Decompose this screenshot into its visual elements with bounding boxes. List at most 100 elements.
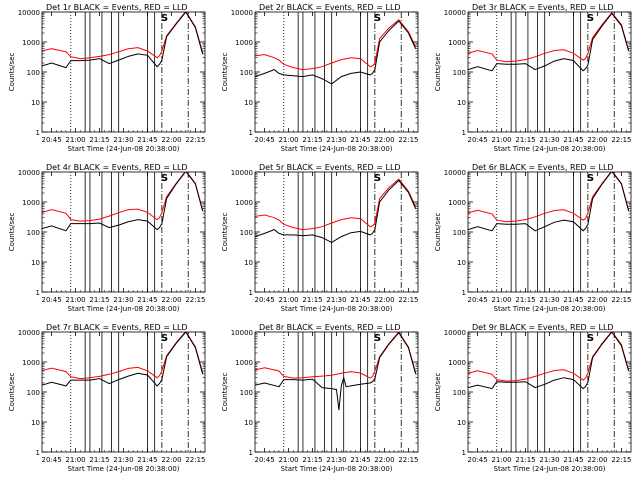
lld-series-line [255,19,417,71]
y-axis-label: Counts/sec [434,53,442,92]
x-tick-label: 21:15 [515,136,535,144]
x-tick-label: 22:15 [611,296,631,304]
panel-marker: S [374,13,381,24]
y-axis-label: Counts/sec [434,373,442,412]
x-tick-label: 21:45 [350,136,370,144]
y-tick-label: 10 [31,99,40,107]
y-tick-label: 10 [31,419,40,427]
y-tick-label: 10000 [444,329,466,337]
x-tick-label: 22:00 [161,456,181,464]
x-tick-label: 22:00 [374,296,394,304]
x-tick-label: 20:45 [467,296,487,304]
plot-frame [467,331,632,453]
x-axis-label: Start Time (24-Jun-08 20:38:00) [68,305,180,313]
y-axis-label: Counts/sec [8,373,16,412]
lld-series-line [42,12,204,60]
x-tick-label: 21:30 [113,296,133,304]
plot-frame [41,11,206,133]
x-axis-label: Start Time (24-Jun-08 20:38:00) [281,145,393,153]
x-tick-label: 21:15 [89,296,109,304]
events-series-line [255,179,417,243]
x-tick-label: 22:00 [161,136,181,144]
lld-series-line [42,172,204,222]
events-series-line [42,172,204,232]
y-tick-label: 100 [240,69,253,77]
y-tick-label: 1000 [235,199,253,207]
events-series-line [42,12,204,69]
y-tick-label: 1000 [22,39,40,47]
x-tick-label: 22:15 [185,136,205,144]
panel-title: Det 8r BLACK = Events, RED = LLD [259,323,401,332]
y-tick-label: 100 [453,229,466,237]
x-tick-label: 21:45 [137,456,157,464]
y-tick-label: 1 [36,449,40,457]
x-tick-label: 22:00 [587,296,607,304]
x-tick-label: 20:45 [467,136,487,144]
y-tick-label: 1000 [22,199,40,207]
y-tick-label: 10 [457,419,466,427]
y-tick-label: 1 [462,129,466,137]
x-tick-label: 21:45 [350,296,370,304]
x-tick-label: 21:00 [65,456,85,464]
y-tick-label: 1000 [22,359,40,367]
panel-title: Det 9r BLACK = Events, RED = LLD [472,323,614,332]
y-tick-label: 10000 [231,329,253,337]
y-tick-label: 1 [462,449,466,457]
x-tick-label: 21:45 [563,456,583,464]
lld-series-line [42,332,204,380]
x-tick-label: 21:00 [278,136,298,144]
y-tick-label: 100 [453,69,466,77]
x-tick-label: 21:30 [539,136,559,144]
x-tick-label: 22:15 [398,296,418,304]
plot-frame [467,171,632,293]
plot-frame [254,11,419,133]
y-tick-label: 10000 [231,9,253,17]
panel-title: Det 7r BLACK = Events, RED = LLD [46,323,188,332]
lld-series-line [468,332,630,382]
panel-marker: S [161,333,168,344]
x-tick-label: 21:15 [302,136,322,144]
y-tick-label: 100 [240,389,253,397]
x-tick-label: 20:45 [467,456,487,464]
x-tick-label: 20:45 [41,456,61,464]
plot-frame [467,11,632,133]
x-tick-label: 22:15 [185,296,205,304]
x-tick-label: 22:15 [185,456,205,464]
x-tick-label: 22:00 [374,456,394,464]
y-tick-label: 10 [31,259,40,267]
x-tick-label: 21:45 [137,296,157,304]
plot-frame [41,331,206,453]
x-tick-label: 22:00 [587,456,607,464]
x-tick-label: 21:15 [515,456,535,464]
x-axis-label: Start Time (24-Jun-08 20:38:00) [494,465,606,473]
x-tick-label: 21:15 [89,456,109,464]
y-axis-label: Counts/sec [221,53,229,92]
x-tick-label: 20:45 [41,136,61,144]
x-tick-label: 21:15 [89,136,109,144]
x-tick-label: 20:45 [254,456,274,464]
x-tick-label: 21:45 [563,136,583,144]
y-axis-label: Counts/sec [221,213,229,252]
y-tick-label: 10000 [18,329,40,337]
x-tick-label: 22:15 [398,136,418,144]
x-tick-label: 22:00 [587,136,607,144]
y-tick-label: 10000 [231,169,253,177]
plot-frame [41,171,206,293]
x-tick-label: 21:30 [326,136,346,144]
y-tick-label: 10000 [444,9,466,17]
x-tick-label: 21:15 [302,456,322,464]
y-tick-label: 100 [240,229,253,237]
events-series-line [42,332,204,387]
panel-title: Det 3r BLACK = Events, RED = LLD [472,3,614,12]
lld-series-line [468,172,630,223]
y-tick-label: 10 [244,419,253,427]
x-tick-label: 22:00 [374,136,394,144]
y-tick-label: 100 [27,229,40,237]
panel-marker: S [587,13,594,24]
plot-frame [254,171,419,293]
y-tick-label: 10000 [18,9,40,17]
